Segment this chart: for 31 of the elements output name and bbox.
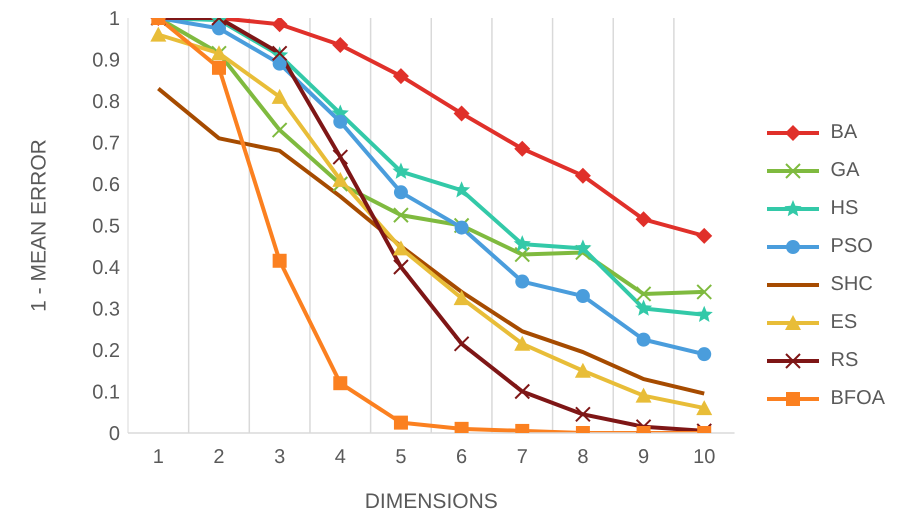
- y-tick-label: 0.2: [92, 340, 120, 362]
- legend-label: BA: [830, 121, 858, 144]
- x-tick-label: 1: [152, 446, 164, 468]
- y-tick-label: 0.6: [92, 174, 120, 196]
- legend-label: SHC: [830, 273, 873, 296]
- x-tick-label: 3: [274, 446, 286, 468]
- x-axis-title: DIMENSIONS: [364, 490, 498, 513]
- x-tick-label: 10: [693, 446, 716, 468]
- y-tick-label: 0.8: [92, 91, 120, 114]
- x-tick-label: 6: [456, 446, 468, 468]
- y-tick-label: 0.7: [92, 132, 120, 155]
- legend-label: ES: [830, 311, 858, 334]
- x-tick-label: 5: [395, 446, 407, 468]
- legend-label: RS: [830, 349, 858, 372]
- y-tick-label: 0: [108, 423, 120, 446]
- x-tick-label: 7: [516, 446, 528, 468]
- legend-label: GA: [830, 159, 860, 182]
- y-tick-label: 0.9: [92, 50, 120, 72]
- legend-label: BFOA: [830, 387, 885, 410]
- y-tick-label: 0.1: [92, 382, 120, 404]
- x-tick-label: 9: [638, 446, 650, 468]
- x-tick-label: 4: [334, 446, 346, 468]
- y-tick-label: 0.4: [92, 257, 120, 280]
- y-tick-label: 1: [108, 8, 120, 30]
- x-tick-label: 2: [213, 446, 225, 468]
- legend-label: HS: [830, 197, 858, 220]
- x-tick-label: 8: [577, 446, 588, 468]
- y-axis-title: 1 - MEAN ERROR: [27, 139, 50, 312]
- y-tick-label: 0.5: [92, 216, 120, 238]
- y-tick-label: 0.3: [92, 298, 120, 321]
- legend-label: PSO: [830, 235, 873, 258]
